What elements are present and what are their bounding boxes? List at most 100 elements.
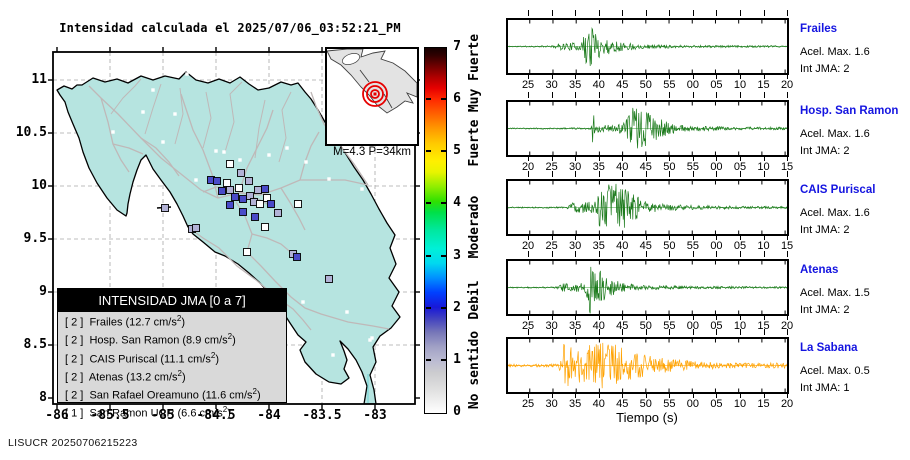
road-line [140, 137, 180, 177]
station-intensity-marker [274, 209, 282, 217]
panel-top-tick [551, 251, 553, 257]
waveform-plot [507, 261, 788, 314]
panel-bottom-tick [575, 316, 577, 320]
lon-tick-label: -86 [45, 408, 69, 423]
int-jma-label: Int JMA: 2 [800, 63, 850, 75]
waveform-trace [507, 107, 788, 149]
panel-top-tick [575, 171, 577, 177]
panel-top-tick [763, 251, 765, 257]
station-intensity-marker [261, 185, 269, 193]
panel-bottom-tick [716, 75, 718, 79]
road-line [88, 85, 219, 199]
river-line [110, 78, 142, 115]
colorbar-tick-label: 0 [453, 404, 461, 419]
time-tick-label: 00 [686, 79, 700, 91]
station-intensity-marker [251, 213, 259, 221]
panel-top-tick [763, 10, 765, 16]
panel-top-tick [528, 10, 530, 16]
time-tick-label: 05 [733, 240, 747, 252]
time-tick-label: 55 [686, 161, 700, 173]
panel-bottom-tick [622, 394, 624, 398]
station-intensity-marker [161, 204, 169, 212]
colorbar-tick [441, 358, 446, 361]
time-tick-label: 55 [663, 398, 676, 410]
int-jma-label: Int JMA: 2 [800, 304, 850, 316]
epicenter-rings-icon [362, 81, 388, 107]
legend-item: [ 1 ] San Ramon UCR (6.6 cm/s2) [65, 405, 231, 420]
panel-bottom-tick [716, 157, 718, 161]
panel-top-tick [669, 171, 671, 177]
panel-bottom-tick [551, 394, 553, 398]
panel-top-tick [645, 10, 647, 16]
station-intensity-marker [235, 184, 243, 192]
panel-top-tick [598, 92, 600, 98]
lake-nicaragua [342, 53, 360, 65]
panel-top-tick [692, 329, 694, 335]
panel-top-tick [575, 329, 577, 335]
station-intensity-marker [263, 194, 271, 202]
page-title: Intensidad calculada el 2025/07/06_03:52… [59, 21, 401, 35]
panel-bottom-tick [598, 157, 600, 161]
town-dot [141, 110, 145, 114]
time-tick-label: 05 [710, 79, 723, 91]
time-tick-label: 20 [521, 161, 535, 173]
colorbar-tick-label: 5 [453, 143, 461, 159]
panel-top-tick [692, 10, 694, 16]
panel-bottom-tick [528, 75, 530, 79]
time-tick-label: 50 [639, 398, 652, 410]
colorbar-tick [441, 98, 446, 101]
country-border [383, 93, 393, 109]
panel-top-tick [739, 92, 741, 98]
panel-top-tick [787, 10, 789, 16]
time-tick-label: 05 [710, 320, 723, 332]
panel-top-tick [716, 251, 718, 257]
panel-bottom-tick [645, 236, 647, 240]
time-tick-label: 35 [592, 240, 605, 252]
panel-top-tick [739, 251, 741, 257]
river-line [202, 91, 212, 149]
colorbar-tick [441, 254, 446, 257]
town-dot [301, 300, 305, 304]
int-jma-label: Int JMA: 2 [800, 145, 850, 157]
acel-max-label: Acel. Max. 0.5 [800, 365, 870, 377]
time-tick-label: 15 [780, 240, 794, 252]
colorbar-tick-label: 2 [453, 299, 461, 315]
seismogram-panel [506, 18, 789, 75]
station-intensity-marker [213, 177, 221, 185]
station-intensity-marker [239, 208, 247, 216]
panel-top-tick [669, 92, 671, 98]
panel-bottom-tick [716, 236, 718, 240]
panel-top-tick [575, 251, 577, 257]
time-tick-label: 45 [616, 79, 629, 91]
time-tick-label: 30 [569, 240, 582, 252]
colorbar-tick [425, 306, 431, 309]
town-dot [370, 336, 374, 340]
panel-bottom-tick [739, 316, 741, 320]
road-line [251, 233, 295, 256]
seismogram-panel [506, 179, 789, 236]
colorbar-tick-label: 6 [453, 91, 461, 107]
lat-tick-label: 10.5 [15, 125, 47, 140]
panel-top-tick [645, 329, 647, 335]
panel-bottom-tick [716, 316, 718, 320]
legend-item: [ 2 ] CAIS Puriscal (11.1 cm/s2) [65, 350, 220, 366]
panel-bottom-tick [551, 316, 553, 320]
panel-bottom-tick [763, 316, 765, 320]
station-intensity-marker [231, 193, 239, 201]
time-tick-label: 55 [663, 320, 676, 332]
panel-bottom-tick [763, 236, 765, 240]
agency-timestamp: LISUCR 20250706215223 [8, 437, 138, 449]
legend-item: [ 2 ] Atenas (13.2 cm/s2) [65, 368, 186, 384]
waveform-trace [507, 266, 788, 314]
time-tick-label: 20 [780, 398, 794, 410]
panel-bottom-tick [575, 236, 577, 240]
time-axis-label: Tiempo (s) [616, 410, 678, 425]
time-tick-label: 40 [592, 79, 605, 91]
acel-max-label: Acel. Max. 1.6 [800, 207, 870, 219]
panel-top-tick [528, 329, 530, 335]
panel-bottom-tick [692, 157, 694, 161]
panel-top-tick [692, 251, 694, 257]
time-tick-label: 30 [545, 320, 558, 332]
panel-top-tick [716, 329, 718, 335]
